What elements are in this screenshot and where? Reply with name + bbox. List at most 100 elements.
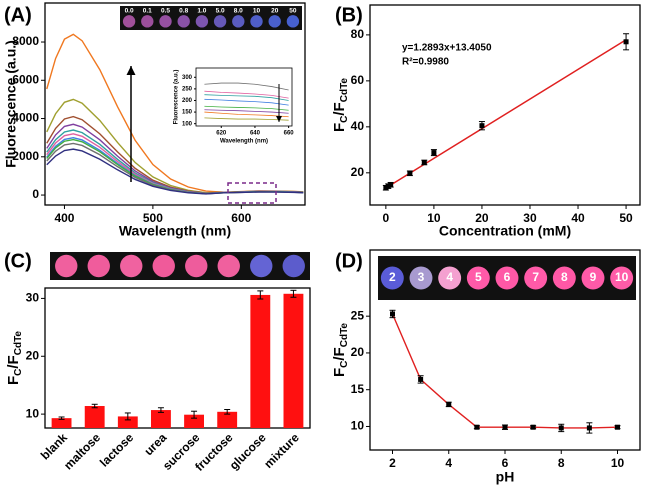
data-point: [390, 311, 395, 317]
y-axis-label: FC/FCdTe: [5, 331, 24, 385]
x-axis-label: Wavelength (nm): [119, 223, 231, 239]
data-point: [431, 150, 437, 156]
y-tick-label: 150: [182, 110, 193, 116]
photo-label: 9: [590, 270, 597, 284]
data-point: [407, 170, 413, 176]
y-axis-label-part: /F: [331, 347, 348, 360]
y-tick-label: 2000: [12, 149, 39, 163]
y-axis-label-subscript: CdTe: [13, 331, 24, 356]
y-axis-label-part: /F: [5, 355, 22, 368]
bar: [217, 411, 238, 428]
photo-well: [466, 266, 490, 290]
data-line: [204, 90, 289, 99]
panel: 100 150 200 250 300 620 640 660 Wavelength (nm) F…: [174, 67, 295, 145]
photo-well: [610, 266, 634, 290]
panel: (B) 20 40 60 80 0 10 20 30 40 50 Concentration (mM)…: [331, 4, 641, 239]
photo-well: [380, 266, 404, 290]
data-point: [502, 424, 508, 430]
data-line: [204, 117, 289, 121]
data-point: [421, 159, 427, 165]
x-tick-label: 620: [216, 130, 227, 136]
y-tick-label: 15: [351, 382, 365, 396]
data-point: [623, 39, 629, 45]
x-tick-label: 660: [284, 130, 295, 136]
y-tick-label: 30: [26, 291, 40, 305]
photo-well: [524, 266, 548, 290]
x-tick-label: 40: [571, 211, 585, 225]
axes-frame: [44, 2, 306, 206]
photo-well: [152, 254, 175, 278]
y-tick-label: 20: [351, 165, 365, 179]
x-axis-label: Wavelength (nm): [220, 139, 268, 145]
axes-frame: [195, 67, 293, 127]
x-tick-label: 640: [250, 130, 261, 136]
photo-label: 6: [504, 270, 511, 284]
photo-well: [55, 254, 78, 278]
photo-well: [195, 15, 209, 28]
data-point: [388, 182, 394, 188]
data-point: [586, 425, 592, 431]
photo-label: 10: [615, 270, 629, 284]
bar: [283, 293, 304, 428]
bar: [51, 418, 72, 428]
x-tick-label: 500: [143, 211, 163, 225]
photo-well: [495, 266, 519, 290]
bar: [250, 294, 271, 428]
y-axis-label-subscript: C: [339, 116, 350, 123]
y-tick-label: 40: [351, 119, 365, 133]
data-line: [204, 98, 289, 106]
bar: [117, 416, 138, 428]
photo-label: 1.0: [197, 8, 206, 15]
y-tick-label: 20: [26, 348, 40, 362]
photo-well: [185, 254, 208, 278]
photo-well: [141, 15, 154, 28]
x-axis-label: Concentration (mM): [439, 223, 571, 239]
data-point: [474, 424, 480, 430]
axes-frame: [44, 287, 311, 429]
y-tick-label: 80: [351, 27, 365, 41]
photo-label: 0.5: [161, 8, 170, 15]
data-line: [204, 94, 289, 101]
y-tick-label: 200: [182, 98, 193, 104]
x-tick-label: 0: [383, 211, 390, 225]
x-tick-label: 400: [54, 211, 74, 225]
y-tick-label: 4000: [12, 111, 39, 125]
y-tick-label: 10: [351, 419, 365, 433]
photo-well: [250, 15, 263, 28]
photo-label: 20: [271, 8, 279, 15]
y-axis-label: FC/FCdTe: [331, 78, 350, 132]
photo-well: [438, 266, 462, 290]
photo-label: 8: [561, 270, 568, 284]
x-tick-label: 6: [502, 456, 509, 470]
y-tick-label: 60: [351, 73, 365, 87]
photo-label: 4: [446, 270, 453, 284]
highlight-box: [227, 182, 277, 204]
data-line: [204, 105, 289, 111]
photo-label: 7: [532, 270, 539, 284]
panel: (D) 2 3 4 5 6 7 8 9 10 10 15 20 25 2 4 6 8 10 pH FC/FCdTe: [331, 249, 641, 485]
y-axis-label-subscript: CdTe: [339, 78, 350, 103]
data-point: [446, 401, 452, 407]
photo-well: [268, 15, 281, 28]
y-tick-label: 250: [182, 86, 193, 92]
y-tick-label: 25: [351, 308, 365, 322]
x-tick-label: 2: [389, 456, 396, 470]
x-axis-label: pH: [496, 469, 515, 485]
panel: (A) 0.0 0.1 0.5 0.8 1.0 5.0 8.0 10 20 500200040006…: [3, 2, 306, 239]
y-axis-label-part: /F: [331, 102, 348, 115]
axes-frame: [369, 4, 641, 206]
bar: [84, 406, 105, 428]
photo-well: [282, 254, 305, 278]
x-tick-label: 50: [619, 211, 633, 225]
data-point: [418, 376, 424, 382]
bar: [184, 414, 204, 428]
photo-label: 50: [289, 8, 297, 15]
y-tick-label: 8000: [12, 34, 39, 48]
x-tick-label: 20: [475, 211, 489, 225]
data-line: [204, 82, 289, 91]
x-tick-label: 30: [523, 211, 537, 225]
y-axis-label-part: F: [331, 123, 348, 132]
photo-well: [120, 254, 143, 278]
